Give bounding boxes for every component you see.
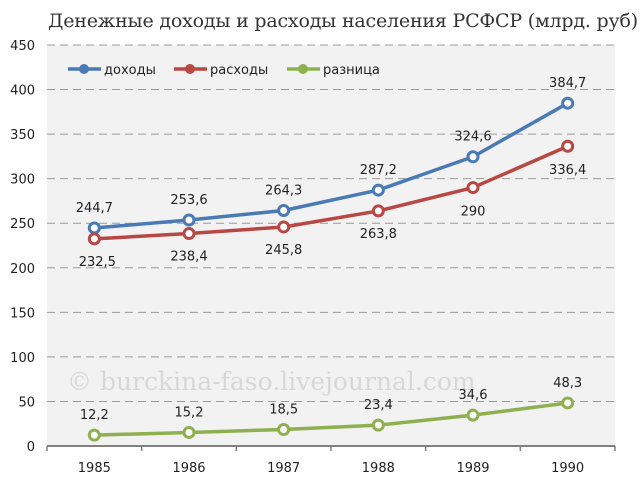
data-point-marker	[277, 203, 291, 217]
legend-marker-icon	[79, 64, 89, 74]
y-tick-label: 400	[10, 84, 35, 99]
series-line-доходы	[94, 101, 569, 230]
data-label: 245,8	[265, 243, 302, 258]
series-line-расходы	[94, 144, 569, 241]
x-tick-label: 1987	[267, 461, 300, 476]
x-tick-label: 1989	[456, 461, 489, 476]
data-label: 264,3	[265, 183, 302, 198]
data-point-marker	[182, 227, 196, 241]
data-point-marker	[561, 96, 575, 110]
legend-label: расходы	[210, 63, 268, 78]
x-tick-label: 1986	[172, 461, 205, 476]
watermark: © burckina-faso.livejournal.com	[67, 367, 476, 396]
x-tick-label: 1988	[362, 461, 395, 476]
y-tick-label: 50	[18, 395, 35, 410]
data-label: 12,2	[80, 408, 109, 423]
data-label: 232,5	[79, 255, 116, 270]
data-point-marker	[466, 181, 480, 195]
data-point-marker	[87, 221, 101, 235]
legend-marker-icon	[298, 64, 308, 74]
data-point-marker	[371, 183, 385, 197]
plot-area	[47, 45, 615, 446]
legend-label: доходы	[104, 63, 156, 78]
data-point-marker	[277, 423, 291, 437]
data-label: 48,3	[553, 376, 582, 391]
y-tick-label: 300	[10, 173, 35, 188]
y-tick-label: 100	[10, 351, 35, 366]
data-point-marker	[182, 425, 196, 439]
data-label: 384,7	[549, 76, 586, 91]
data-label: 287,2	[360, 163, 397, 178]
data-label: 23,4	[364, 398, 393, 413]
data-label: 244,7	[76, 201, 113, 216]
legend-label: разница	[323, 63, 380, 78]
data-point-marker	[371, 418, 385, 432]
data-label: 15,2	[175, 405, 204, 420]
data-label: 18,5	[269, 403, 298, 418]
x-tick-label: 1985	[78, 461, 111, 476]
y-tick-label: 350	[10, 128, 35, 143]
y-tick-label: 450	[10, 39, 35, 54]
data-point-marker	[466, 150, 480, 164]
data-point-marker	[87, 428, 101, 442]
data-label: 263,8	[360, 227, 397, 242]
data-label: 238,4	[170, 250, 207, 265]
y-tick-label: 250	[10, 217, 35, 232]
data-point-marker	[87, 232, 101, 246]
data-label: 324,6	[454, 130, 491, 145]
chart-title: Денежные доходы и расходы населения РСФС…	[48, 10, 638, 32]
data-label: 290	[461, 205, 486, 220]
data-label: 336,4	[549, 163, 586, 178]
data-point-marker	[561, 396, 575, 410]
series-line-разница	[94, 401, 568, 437]
data-point-marker	[371, 204, 385, 218]
data-point-marker	[466, 408, 480, 422]
y-tick-label: 200	[10, 262, 35, 277]
y-tick-label: 150	[10, 306, 35, 321]
data-label: 253,6	[170, 193, 207, 208]
x-tick-label: 1990	[551, 461, 584, 476]
data-point-marker	[277, 220, 291, 234]
data-point-marker	[561, 139, 575, 153]
y-tick-label: 0	[27, 440, 35, 455]
legend-marker-icon	[185, 64, 195, 74]
data-point-marker	[182, 213, 196, 227]
data-label: 34,6	[459, 388, 488, 403]
